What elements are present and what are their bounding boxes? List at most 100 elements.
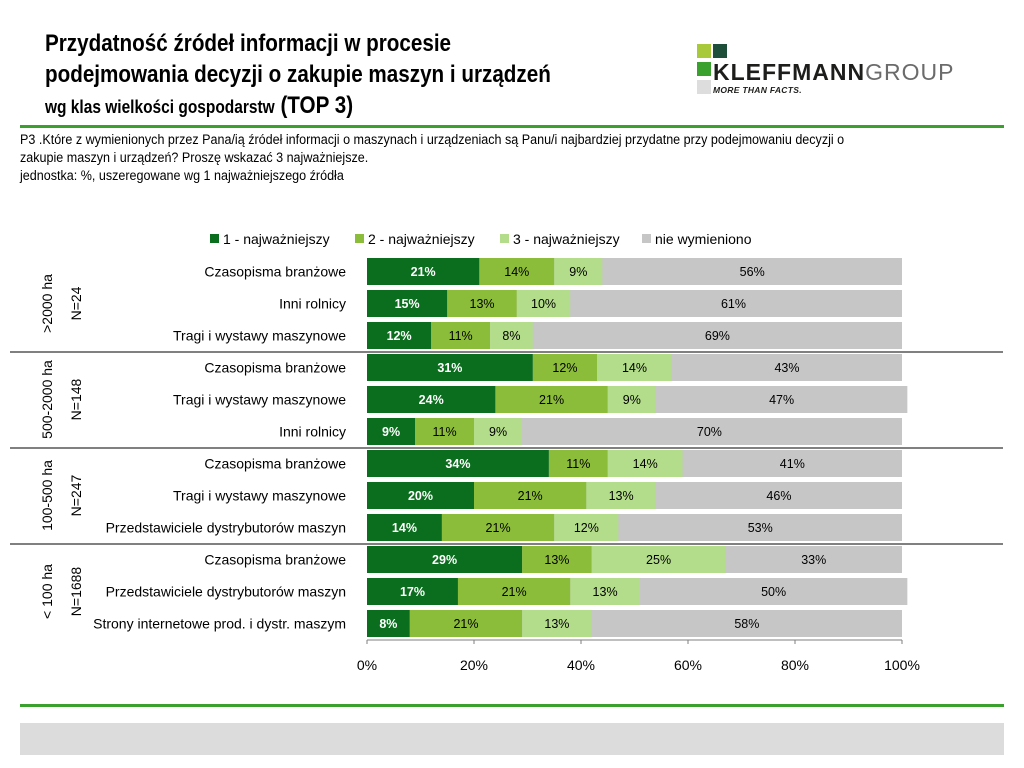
category-label: Tragi i wystawy maszynowe (173, 392, 346, 408)
category-label: Czasopisma branżowe (204, 264, 346, 280)
bar-value-label: 12% (552, 361, 577, 375)
bar-value-label: 46% (766, 489, 791, 503)
logo-wordmark: KLEFFMANNGROUP (713, 59, 954, 86)
group-n-label: N=24 (68, 286, 84, 320)
bar-segment (597, 354, 672, 381)
category-label: Czasopisma branżowe (204, 552, 346, 568)
x-tick-label: 100% (884, 657, 920, 673)
footer-rule (20, 704, 1004, 707)
bar-segment (516, 290, 571, 317)
bar-segment (367, 610, 410, 637)
question-text: P3 .Które z wymienionych przez Pana/ią ź… (20, 131, 941, 185)
title-top3: (TOP 3) (280, 92, 354, 119)
bar-value-label: 13% (593, 585, 618, 599)
category-label: Inni rolnicy (279, 424, 346, 440)
bar-segment (522, 610, 592, 637)
bar-segment (570, 578, 640, 605)
bar-segment (367, 322, 432, 349)
question-line-2: zakupie maszyn i urządzeń? Proszę wskaza… (20, 150, 369, 165)
category-label: Czasopisma branżowe (204, 456, 346, 472)
bar-value-label: 10% (531, 297, 556, 311)
bar-value-label: 11% (449, 329, 473, 343)
bar-segment (725, 546, 902, 573)
legend-swatch-3 (500, 234, 509, 243)
bar-value-label: 15% (395, 297, 420, 311)
bar-value-label: 47% (769, 393, 794, 407)
logo-square-4 (697, 80, 711, 94)
group-n-label: N=1688 (68, 567, 84, 617)
bar-value-label: 29% (432, 553, 457, 567)
bar-value-label: 8% (379, 617, 397, 631)
category-label: Przedstawiciele dystrybutorów maszyn (106, 520, 346, 536)
bar-value-label: 21% (453, 617, 478, 631)
bar-value-label: 21% (486, 521, 511, 535)
legend-swatch-2 (355, 234, 364, 243)
bar-segment (431, 322, 491, 349)
bar-segment (367, 418, 416, 445)
x-tick-label: 40% (567, 657, 595, 673)
group-size-label: 100-500 ha (39, 460, 55, 531)
bar-segment (655, 386, 908, 413)
bar-value-label: 69% (705, 329, 730, 343)
bar-value-label: 9% (569, 265, 587, 279)
bar-segment (532, 354, 598, 381)
title-line-1: Przydatność źródeł informacji w procesie (45, 30, 452, 57)
bar-segment (367, 482, 474, 509)
bar-segment (367, 290, 448, 317)
bar-value-label: 14% (622, 361, 647, 375)
group-size-label: 500-2000 ha (39, 360, 55, 439)
bar-value-label: 43% (774, 361, 799, 375)
bar-value-label: 9% (382, 425, 400, 439)
bar-segment (671, 354, 902, 381)
legend-label-4: nie wymieniono (655, 231, 752, 247)
logo-word-light: GROUP (865, 59, 955, 85)
category-label: Inni rolnicy (279, 296, 346, 312)
title-subtitle: wg klas wielkości gospodarstw (45, 97, 275, 117)
bar-value-label: 33% (801, 553, 826, 567)
bar-segment (479, 258, 555, 285)
bar-value-label: 21% (518, 489, 543, 503)
bar-segment (591, 610, 902, 637)
legend-swatch-4 (642, 234, 651, 243)
bar-segment (447, 290, 517, 317)
title-line-3: wg klas wielkości gospodarstw (TOP 3) (45, 90, 578, 123)
bar-segment (602, 258, 902, 285)
category-label: Tragi i wystawy maszynowe (173, 488, 346, 504)
bar-value-label: 70% (697, 425, 722, 439)
bar-value-label: 11% (566, 457, 590, 471)
question-line-1: P3 .Które z wymienionych przez Pana/ią ź… (20, 132, 845, 147)
category-label: Tragi i wystawy maszynowe (173, 328, 346, 344)
bar-segment (522, 546, 592, 573)
bar-segment (607, 386, 656, 413)
legend-label-1: 1 - najważniejszy (223, 231, 330, 247)
bar-segment (532, 322, 902, 349)
bar-value-label: 41% (780, 457, 805, 471)
bar-segment (367, 546, 523, 573)
category-label: Przedstawiciele dystrybutorów maszyn (106, 584, 346, 600)
header-rule (20, 125, 1004, 128)
group-size-label: < 100 ha (39, 564, 55, 619)
bar-segment (682, 450, 902, 477)
bar-segment (367, 578, 458, 605)
bar-value-label: 53% (748, 521, 773, 535)
bar-segment (415, 418, 474, 445)
bar-value-label: 34% (445, 457, 470, 471)
bar-value-label: 61% (721, 297, 746, 311)
group-size-label: >2000 ha (39, 274, 55, 333)
bar-segment (570, 290, 897, 317)
bar-segment (586, 482, 656, 509)
bar-value-label: 20% (408, 489, 433, 503)
bar-value-label: 8% (502, 329, 520, 343)
bar-value-label: 14% (633, 457, 658, 471)
bar-segment (591, 546, 726, 573)
bar-value-label: 31% (437, 361, 462, 375)
title-line-2: podejmowania decyzji o zakupie maszyn i … (45, 61, 551, 88)
bar-value-label: 50% (761, 585, 786, 599)
bar-value-label: 14% (504, 265, 529, 279)
bar-segment (441, 514, 555, 541)
bar-value-label: 11% (433, 425, 457, 439)
x-tick-label: 0% (357, 657, 377, 673)
bar-value-label: 14% (392, 521, 417, 535)
bar-segment (548, 450, 608, 477)
logo-square-3 (697, 62, 711, 76)
